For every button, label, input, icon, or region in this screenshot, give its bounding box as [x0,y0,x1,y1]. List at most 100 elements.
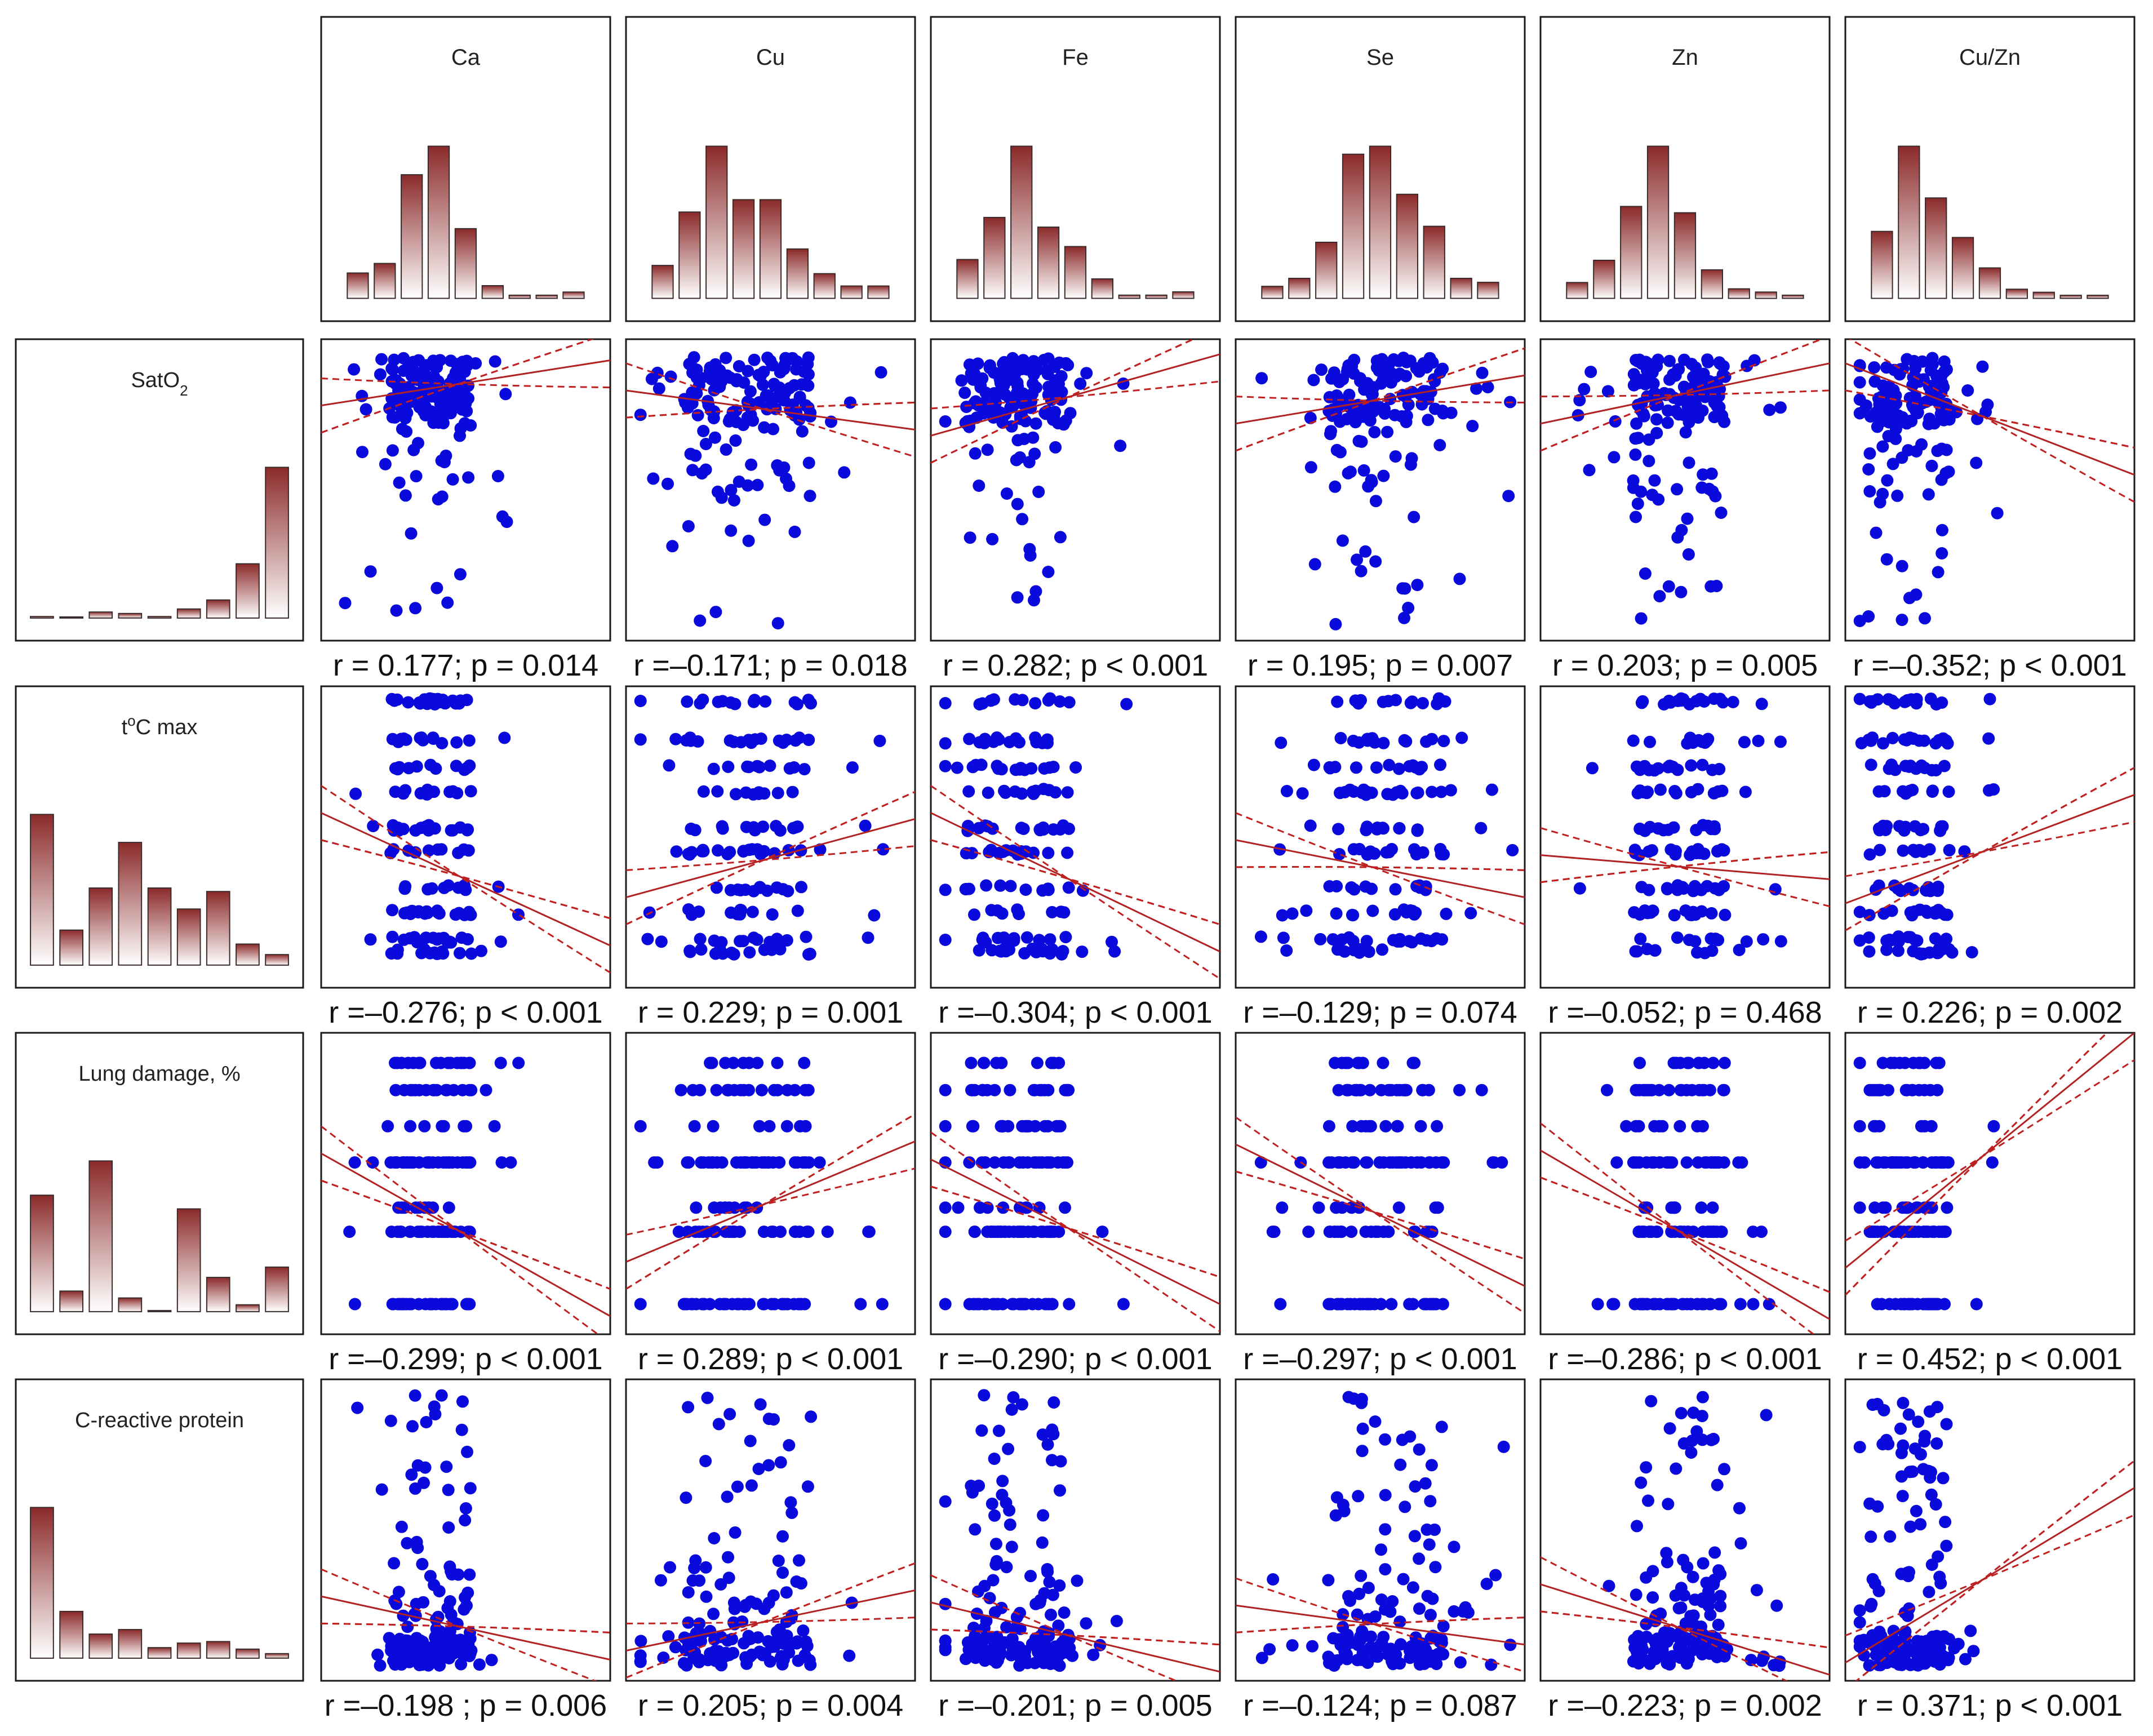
scatter-lung-se-point [1431,1120,1444,1133]
scatter-crp-ca [321,1389,610,1681]
scatter-temp-se-point [1455,731,1468,744]
scatter-temp-zn-point [1670,787,1683,800]
scatter-temp-se-point [1436,933,1449,946]
scatter-temp-cu-point [721,847,734,860]
scatter-sat-fe-point [1042,388,1055,401]
scatter-temp-se-point [1380,846,1393,859]
scatter-temp-fe-point [1055,948,1068,961]
scatter-sat-zn-point [1635,612,1648,625]
scatter-temp-zn-point [1692,783,1704,796]
scatter-lung-ca-point [406,1084,419,1096]
scatter-crp-fe-point [975,1424,988,1437]
scatter-crp-cu-zn-point [1964,1624,1977,1637]
row-histogram-temp-bar-2 [59,929,84,966]
scatter-sat-zn-point [1675,523,1688,536]
scatter-sat-cu-point [684,447,697,460]
scatter-lung-ca-point [404,1120,417,1133]
scatter-temp-se-point [1280,944,1293,957]
scatter-sat-cu-point [699,463,712,476]
scatter-sat-cu-zn-point [1961,384,1974,397]
scatter-sat-ca-point [407,443,420,456]
scatter-lung-cu-zn-regression-line [1845,1033,2134,1269]
scatter-crp-fe-point [1036,1536,1049,1549]
scatter-temp-fe-point [1076,945,1089,958]
scatter-sat-cu-point [697,425,710,437]
scatter-temp-ca-point [494,935,507,948]
scatter-crp-cu-point [729,1526,742,1539]
scatter-crp-se-point [1342,1590,1355,1602]
scatter-temp-fe-point [1019,883,1032,896]
scatter-crp-cu [626,1391,915,1679]
column-histogram-se [1261,145,1499,299]
scatter-sat-cu-point [742,479,754,492]
scatter-temp-se-point [1330,907,1343,920]
scatter-sat-ca-point [458,417,471,430]
scatter-temp-zn-point [1708,882,1721,895]
column-histogram-se-bar-3 [1315,242,1338,299]
scatter-lung-ca-point [438,1226,451,1238]
scatter-temp-ca-point [452,907,465,920]
scatter-crp-cu-zn-point [1948,1642,1961,1655]
scatter-sat-cu-point [751,478,764,491]
scatter-temp-zn-point [1654,783,1667,796]
scatter-sat-se-point [1400,410,1413,423]
column-histogram-ca-bar-9 [562,291,585,299]
scatter-sat-cu-point [838,466,851,479]
scatter-temp-cu-zn-point [1877,737,1889,750]
scatter-crp-cu-zn-point [1923,1586,1936,1599]
scatter-sat-cu-point [725,483,738,496]
scatter-lung-se-point [1415,1156,1428,1169]
scatter-lung-se-point [1335,1201,1348,1214]
scatter-crp-cu-point [843,1649,856,1662]
scatter-sat-ca-point [461,359,474,372]
scatter-temp-cu-point [715,936,728,949]
scatter-crp-cu-point [634,1635,647,1648]
column-title-se: Se [1366,45,1394,70]
scatter-temp-cu-zn-point [1892,944,1905,957]
scatter-temp-cu-zn-point [1983,784,1995,797]
scatter-crp-cu-point [721,1490,734,1503]
scatter-crp-cu-point [799,1649,811,1662]
scatter-temp-ca-point [349,787,362,800]
scatter-temp-cu-zn-point [1886,731,1899,744]
scatter-crp-ca-point [409,1482,421,1495]
scatter-lung-cu-point [813,1156,826,1169]
scatter-lung-ca-point [427,1084,440,1096]
scatter-sat-se-point [1329,480,1342,493]
scatter-sat-se-point [1330,443,1343,456]
row-histogram-crp-bar-7 [206,1641,230,1659]
scatter-crp-fe-point [988,1453,1001,1465]
scatter-temp-fe-point [980,879,993,892]
scatter-crp-zn-point [1659,1652,1672,1665]
scatter-lung-ca-point [512,1056,525,1069]
scatter-crp-cu-zn-point [1939,1516,1952,1529]
scatter-temp-zn-point [1671,931,1684,944]
scatter-crp-cu-zn-point [1853,1604,1866,1617]
scatter-temp-ca-point [463,734,476,747]
scatter-sat-cu [626,351,915,630]
scatter-lung-cu-zn-point [1930,1298,1943,1311]
scatter-sat-se [1236,347,1525,631]
scatter-temp-cu-regression-line [626,818,915,898]
scatter-temp-cu-point [682,903,695,916]
scatter-temp-cu-zn [1845,692,2134,961]
scatter-lung-se-point [1254,1156,1267,1169]
scatter-lung-fe-point [980,1298,993,1311]
scatter-lung-fe-point [1044,1156,1057,1169]
scatter-crp-cu-zn-point [1910,1504,1923,1517]
scatter-lung-cu-point [763,1120,776,1133]
scatter-sat-cu-zn-point [1868,361,1881,374]
scatter-temp-se-point [1411,824,1424,837]
scatter-sat-cu-point [727,494,740,507]
scatter-lung-cu-zn-point [1887,1156,1900,1169]
scatter-lung-fe-point [939,1120,952,1133]
scatter-temp-fe-point [1062,881,1075,894]
scatter-temp-fe-point [976,931,989,944]
scatter-lung-zn-point [1704,1156,1717,1169]
scatter-crp-cu-point [720,1649,733,1662]
scatter-lung-fe-point [1058,1156,1071,1169]
scatter-crp-fe-point [1053,1579,1066,1592]
scatter-crp-se-point [1489,1569,1502,1582]
scatter-crp-se-point [1454,1656,1467,1669]
scatter-sat-zn-point [1652,353,1664,366]
